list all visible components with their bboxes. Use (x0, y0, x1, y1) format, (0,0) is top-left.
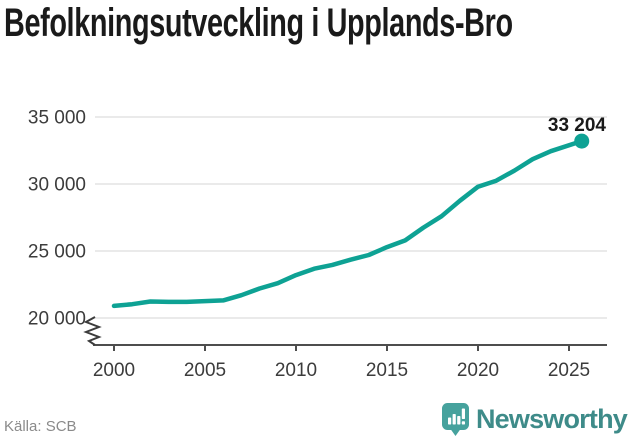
axis-break-zigzag (83, 316, 102, 346)
x-tick-label: 2010 (275, 360, 317, 381)
x-tick-label: 2000 (93, 360, 135, 381)
newsworthy-bubble-chart-icon (441, 403, 469, 436)
source-label: Källa: SCB (4, 418, 77, 435)
x-tick-label: 2025 (548, 360, 590, 381)
y-tick-label: 30 000 (28, 175, 86, 196)
population-chart: 20 000 25 000 30 000 35 000 2000 2005 2010 2015… (28, 108, 607, 381)
y-tick-label: 25 000 (28, 242, 86, 263)
x-tick-label: 2015 (366, 360, 408, 381)
y-tick-label: 20 000 (28, 309, 86, 330)
brand-name: Newsworthy (475, 404, 628, 434)
chart-title: Befolkningsutveckling i Upplands-Bro (4, 1, 513, 45)
newsworthy-logo[interactable]: Newsworthy (441, 403, 628, 436)
x-tick-label: 2020 (457, 360, 499, 381)
x-tick-label: 2005 (184, 360, 226, 381)
last-value-label: 33 204 (548, 115, 607, 136)
line-end-dot (574, 133, 590, 149)
population-line (111, 138, 584, 309)
y-tick-label: 35 000 (28, 108, 86, 129)
